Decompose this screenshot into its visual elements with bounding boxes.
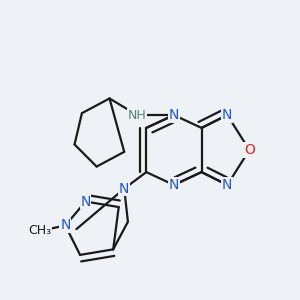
Text: N: N: [60, 218, 70, 233]
Text: N: N: [222, 108, 232, 122]
Text: CH₃: CH₃: [28, 224, 51, 238]
Text: N: N: [222, 178, 232, 192]
Text: N: N: [80, 194, 91, 208]
Text: N: N: [119, 182, 129, 196]
Text: O: O: [244, 143, 255, 157]
Text: NH: NH: [128, 109, 146, 122]
Text: N: N: [169, 178, 179, 192]
Text: N: N: [169, 108, 179, 122]
